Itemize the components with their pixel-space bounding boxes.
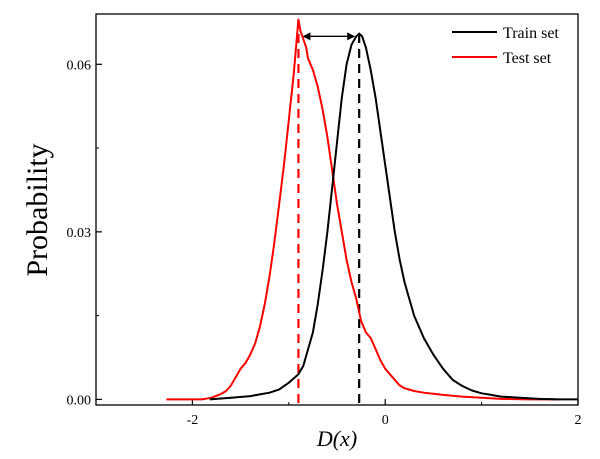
peak-shift-arrowhead-left bbox=[302, 32, 311, 41]
x-axis-title: D(x) bbox=[316, 426, 357, 451]
y-axis-title: Probability bbox=[21, 143, 54, 276]
y-tick-label: 0.00 bbox=[67, 393, 92, 408]
x-tick-label: 0 bbox=[382, 413, 389, 428]
annotation-layer bbox=[297, 19, 361, 403]
x-tick-label: -2 bbox=[187, 413, 199, 428]
x-tick-label: 2 bbox=[575, 413, 582, 428]
series-line-train bbox=[209, 32, 578, 401]
y-tick-label: 0.06 bbox=[67, 58, 92, 73]
legend: Train set Test set bbox=[452, 25, 559, 67]
peak-shift-arrowhead-right bbox=[347, 32, 356, 41]
y-tick-label: 0.03 bbox=[67, 226, 92, 241]
series-layer bbox=[166, 18, 578, 401]
plot-frame bbox=[95, 13, 579, 406]
ticks-layer: -2 0 2 0.00 0.03 0.06 bbox=[67, 58, 582, 428]
legend-label-test: Test set bbox=[503, 50, 552, 67]
legend-label-train: Train set bbox=[503, 25, 559, 42]
series-line-test bbox=[166, 18, 559, 401]
